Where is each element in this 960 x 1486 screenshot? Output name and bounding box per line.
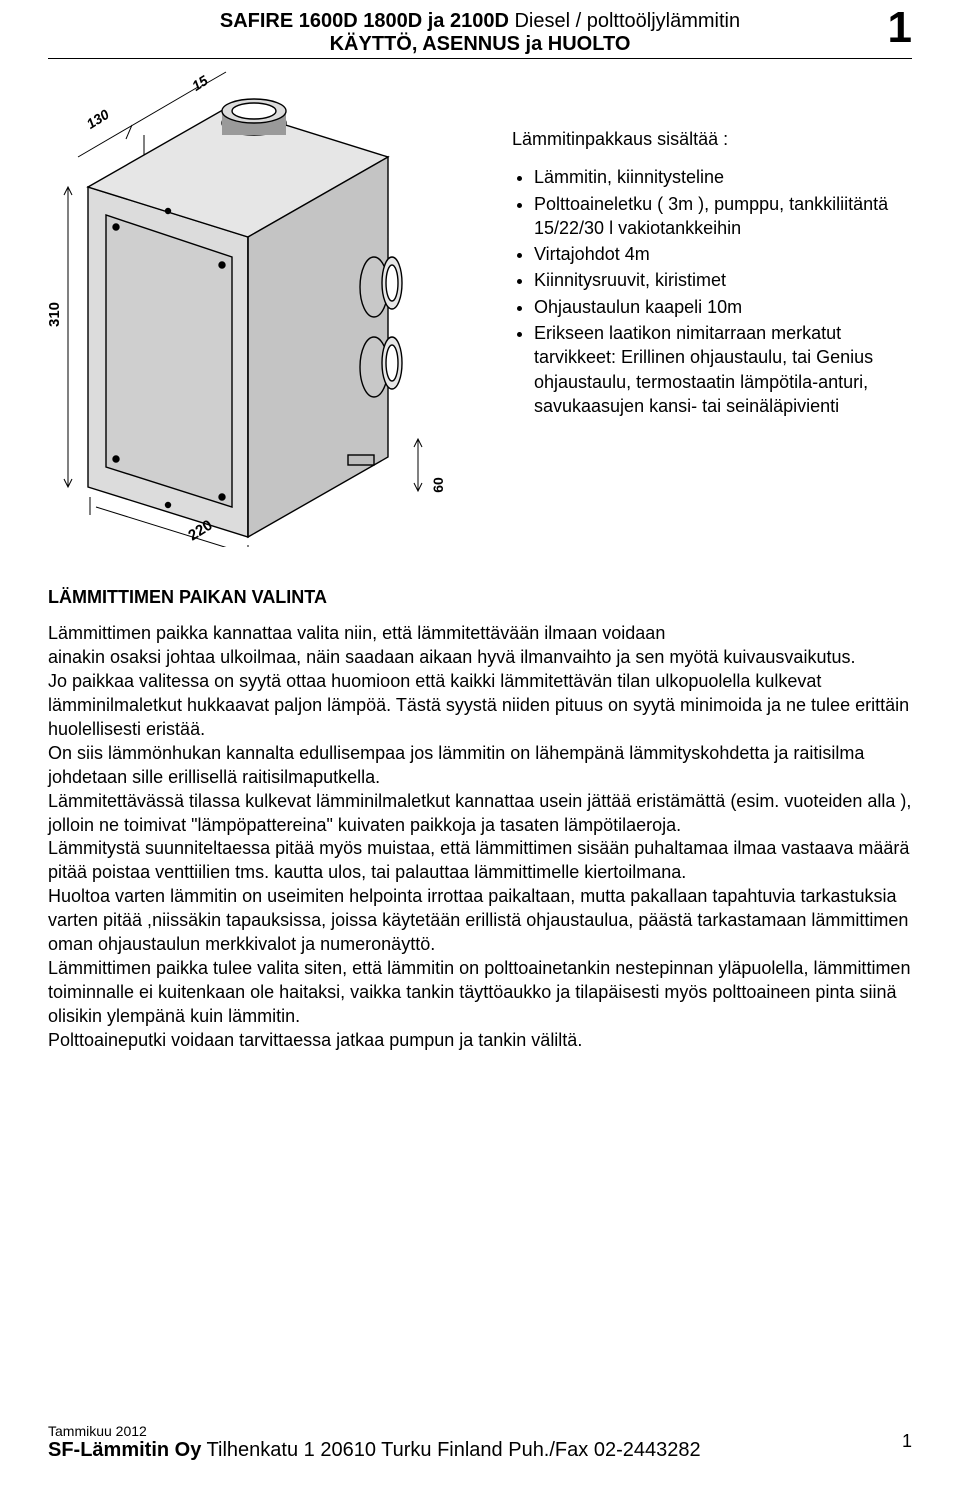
section-title: LÄMMITTIMEN PAIKAN VALINTA: [48, 587, 912, 608]
footer-company-bold: SF-Lämmitin Oy: [48, 1439, 201, 1461]
list-item: Kiinnitysruuvit, kiristimet: [534, 268, 912, 292]
page: 1 SAFIRE 1600D 1800D ja 2100D Diesel / p…: [0, 0, 960, 1486]
para: ainakin osaksi johtaa ulkoilmaa, näin sa…: [48, 646, 912, 670]
para: Huoltoa varten lämmitin on useimiten hel…: [48, 885, 912, 957]
footer-company: SF-Lämmitin Oy Tilhenkatu 1 20610 Turku …: [48, 1439, 912, 1462]
footer: Tammikuu 2012 SF-Lämmitin Oy Tilhenkatu …: [48, 1423, 912, 1462]
package-contents: Lämmitinpakkaus sisältää : Lämmitin, kii…: [488, 67, 912, 547]
header-product-type: Diesel / polttoöljylämmitin: [509, 10, 740, 32]
para: Polttoaineputki voidaan tarvittaessa jat…: [48, 1029, 912, 1053]
footer-date: Tammikuu 2012: [48, 1423, 912, 1439]
para: Lämmittimen paikka kannattaa valita niin…: [48, 622, 912, 646]
list-item: Erikseen laatikon nimitarraan merkatut t…: [534, 321, 912, 418]
list-item: Lämmitin, kiinnitysteline: [534, 165, 912, 189]
para: Lämmitystä suunniteltaessa pitää myös mu…: [48, 837, 912, 885]
dim-310: 310: [46, 302, 63, 327]
list-item: Polttoaineletku ( 3m ), pumppu, tankkili…: [534, 192, 912, 241]
header-models: SAFIRE 1600D 1800D ja 2100D: [220, 10, 509, 32]
list-item: Virtajohdot 4m: [534, 242, 912, 266]
bullet-list: Lämmitin, kiinnitysteline Polttoaineletk…: [512, 165, 912, 418]
footer-page-number: 1: [902, 1431, 912, 1452]
list-title: Lämmitinpakkaus sisältää :: [512, 127, 912, 151]
para: On siis lämmönhukan kannalta edullisempa…: [48, 742, 912, 790]
footer-company-rest: Tilhenkatu 1 20610 Turku Finland Puh./Fa…: [201, 1439, 700, 1461]
dim-60: 60: [430, 477, 446, 493]
para: Lämmitettävässä tilassa kulkevat lämmini…: [48, 790, 912, 838]
body-text: Lämmittimen paikka kannattaa valita niin…: [48, 622, 912, 1053]
top-section: 130 15 310 60 220: [48, 67, 912, 547]
para: Lämmittimen paikka tulee valita siten, e…: [48, 957, 912, 1029]
header-subtitle: KÄYTTÖ, ASENNUS ja HUOLTO: [48, 33, 912, 59]
header-line-1: SAFIRE 1600D 1800D ja 2100D Diesel / pol…: [48, 10, 912, 33]
page-number-large: 1: [888, 6, 912, 50]
heater-diagram: 130 15 310 60 220: [48, 67, 488, 547]
list-item: Ohjaustaulun kaapeli 10m: [534, 295, 912, 319]
heater-svg: [48, 67, 488, 547]
para: Jo paikkaa valitessa on syytä ottaa huom…: [48, 670, 912, 742]
